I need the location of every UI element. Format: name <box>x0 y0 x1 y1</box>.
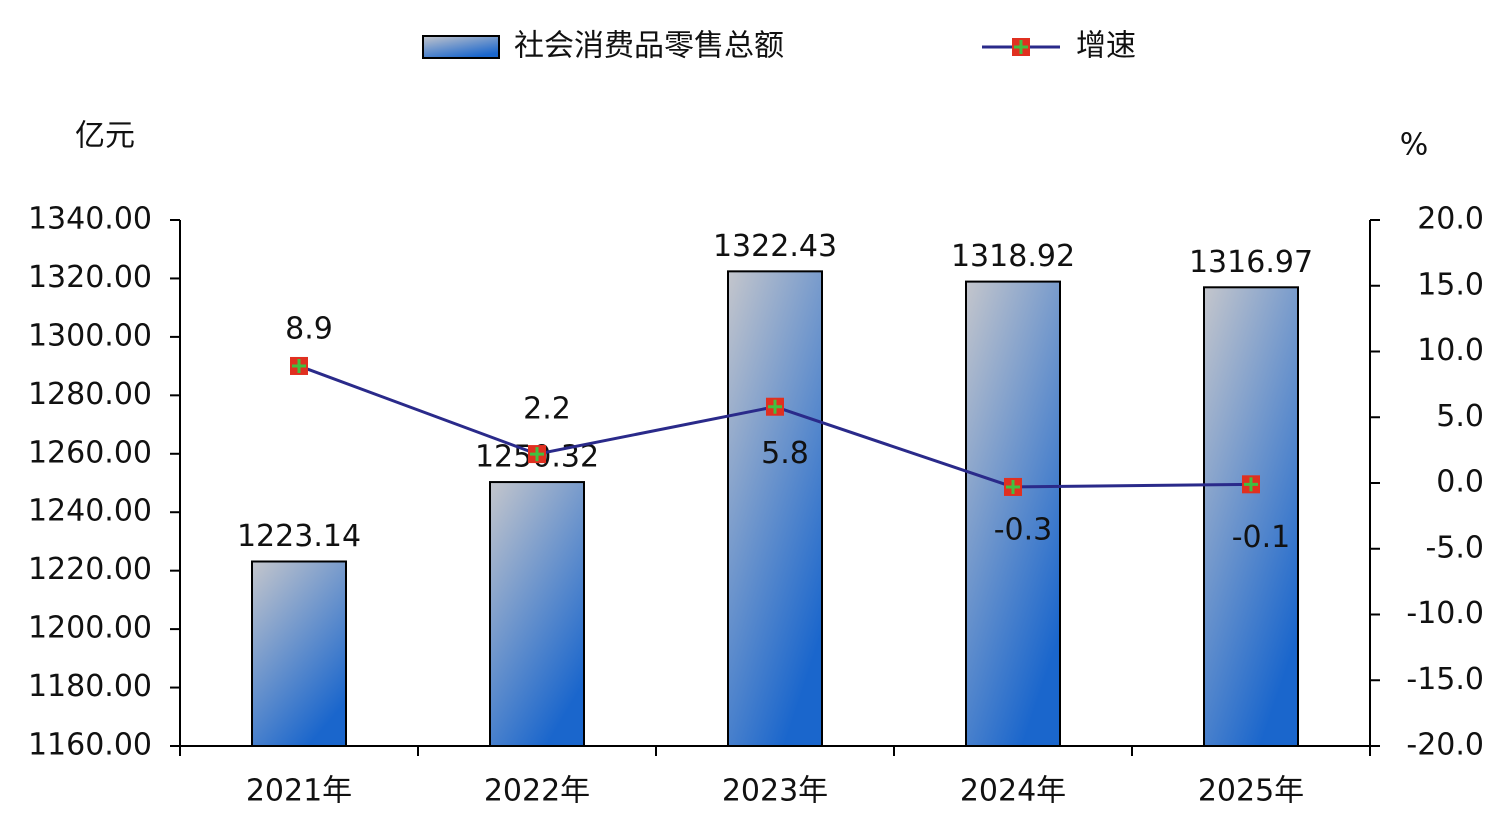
line-value-label: -0.1 <box>1232 520 1291 555</box>
y-tick-label: 1300.00 <box>28 318 152 353</box>
y-tick-label: 1260.00 <box>28 435 152 470</box>
y-axis-label: 亿元 <box>75 119 135 154</box>
y-tick-label: 1180.00 <box>28 669 152 704</box>
bar <box>727 270 823 747</box>
bar-value-label: 1318.92 <box>951 239 1075 274</box>
marker-cross <box>292 358 306 373</box>
bar-value-label: 1322.43 <box>713 229 837 264</box>
legend-marker-cross <box>1014 40 1028 54</box>
bar-value-label: 1223.14 <box>237 519 361 554</box>
bar <box>489 481 585 747</box>
y-tick-label: 1280.00 <box>28 377 152 412</box>
y-tick-label: 1200.00 <box>28 611 152 646</box>
y2-tick-label: -5.0 <box>1425 530 1484 565</box>
y-tick-label: 1240.00 <box>28 494 152 529</box>
y2-tick-label: -10.0 <box>1406 596 1484 631</box>
x-tick-label: 2021年 <box>246 774 352 809</box>
line-value-label: -0.3 <box>994 512 1053 547</box>
x-tick-label: 2022年 <box>484 774 590 809</box>
bar <box>965 280 1061 747</box>
line-value-label: 2.2 <box>523 392 571 427</box>
marker-cross <box>768 399 782 414</box>
marker-cross <box>530 447 544 462</box>
y2-tick-label: 10.0 <box>1417 333 1484 368</box>
line-value-label: 8.9 <box>285 311 333 346</box>
y2-tick-label: -20.0 <box>1406 728 1484 763</box>
y-tick-label: 1220.00 <box>28 552 152 587</box>
marker-cross <box>1244 477 1258 492</box>
marker-cross <box>1006 479 1020 494</box>
x-tick-label: 2024年 <box>960 774 1066 809</box>
marker <box>1242 475 1260 494</box>
bar <box>251 560 347 748</box>
line-value-label: 5.8 <box>761 436 809 471</box>
y2-tick-label: 0.0 <box>1436 465 1484 500</box>
bar-value-label: 1316.97 <box>1189 245 1313 280</box>
legend-swatch <box>422 35 500 59</box>
marker <box>528 445 546 464</box>
marker <box>766 397 784 416</box>
x-tick-label: 2025年 <box>1198 774 1304 809</box>
y-tick-label: 1160.00 <box>28 728 152 763</box>
y2-tick-label: 15.0 <box>1417 267 1484 302</box>
y2-axis-label: % <box>1400 128 1429 163</box>
y2-tick-label: 5.0 <box>1436 399 1484 434</box>
x-tick-label: 2023年 <box>722 774 828 809</box>
marker <box>1004 477 1022 496</box>
marker <box>290 356 308 375</box>
y2-tick-label: 20.0 <box>1417 202 1484 237</box>
legend-label: 增速 <box>1076 29 1136 64</box>
y2-tick-label: -15.0 <box>1406 662 1484 697</box>
y-tick-label: 1340.00 <box>28 202 152 237</box>
y-tick-label: 1320.00 <box>28 260 152 295</box>
legend-label: 社会消费品零售总额 <box>514 29 784 64</box>
bar <box>1203 286 1299 747</box>
